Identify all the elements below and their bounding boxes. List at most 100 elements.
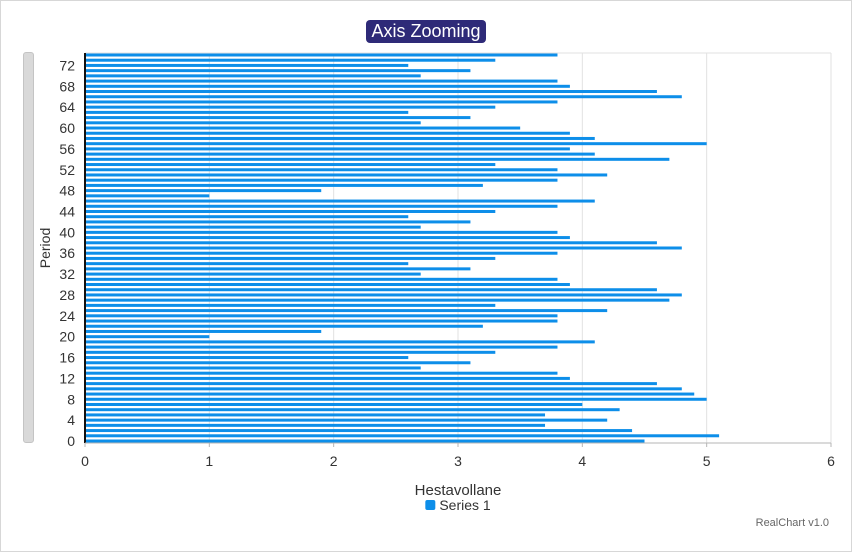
bar[interactable]: [85, 194, 210, 198]
bar[interactable]: [85, 53, 558, 57]
bar[interactable]: [85, 309, 608, 313]
bar[interactable]: [85, 434, 720, 438]
y-tick-label: 72: [59, 57, 75, 73]
bar[interactable]: [85, 408, 620, 412]
bar[interactable]: [85, 324, 483, 328]
bar[interactable]: [85, 183, 483, 187]
bar[interactable]: [85, 288, 657, 292]
bar[interactable]: [85, 413, 546, 417]
bar[interactable]: [85, 293, 682, 297]
y-tick-label: 4: [67, 412, 75, 428]
bar[interactable]: [85, 178, 558, 182]
bar[interactable]: [85, 402, 583, 406]
bar[interactable]: [85, 204, 558, 208]
bar[interactable]: [85, 366, 421, 370]
bar[interactable]: [85, 392, 695, 396]
bar[interactable]: [85, 303, 496, 307]
bar[interactable]: [85, 423, 546, 427]
bar[interactable]: [85, 79, 558, 83]
bar[interactable]: [85, 236, 570, 240]
bar[interactable]: [85, 116, 471, 120]
bar[interactable]: [85, 262, 409, 266]
bar[interactable]: [85, 387, 682, 391]
bar[interactable]: [85, 277, 558, 281]
bar[interactable]: [85, 241, 657, 245]
bar[interactable]: [85, 189, 322, 193]
bar-series: [85, 53, 720, 443]
bar[interactable]: [85, 142, 707, 146]
bar[interactable]: [85, 418, 608, 422]
bar[interactable]: [85, 220, 471, 224]
bar[interactable]: [85, 225, 421, 229]
y-tick-label: 12: [59, 370, 75, 386]
bar[interactable]: [85, 429, 633, 433]
bar[interactable]: [85, 335, 210, 339]
y-tick-label: 56: [59, 141, 75, 157]
legend-swatch: [425, 500, 436, 510]
bar[interactable]: [85, 345, 558, 349]
bar[interactable]: [85, 251, 558, 255]
bar[interactable]: [85, 157, 670, 161]
bar[interactable]: [85, 163, 496, 167]
bar[interactable]: [85, 90, 657, 94]
bar[interactable]: [85, 131, 570, 135]
bar[interactable]: [85, 199, 595, 203]
bar[interactable]: [85, 319, 558, 323]
bar[interactable]: [85, 356, 409, 360]
chart-title-wrap: Axis Zooming: [0, 20, 852, 43]
bar[interactable]: [85, 121, 421, 125]
bar[interactable]: [85, 256, 496, 260]
bar[interactable]: [85, 74, 421, 78]
bar[interactable]: [85, 100, 558, 104]
bar[interactable]: [85, 361, 471, 365]
bar[interactable]: [85, 58, 496, 62]
x-tick-label: 3: [454, 453, 462, 469]
bar[interactable]: [85, 298, 670, 302]
bar[interactable]: [85, 173, 608, 177]
bar[interactable]: [85, 397, 707, 401]
axes: [84, 53, 832, 447]
bar[interactable]: [85, 314, 558, 318]
y-tick-label: 64: [59, 99, 75, 115]
y-axis-zoom-scrollbar[interactable]: [23, 52, 34, 443]
bar[interactable]: [85, 168, 558, 172]
bar[interactable]: [85, 84, 570, 88]
credit-text: RealChart v1.0: [755, 517, 829, 529]
legend[interactable]: Series 1: [425, 497, 491, 513]
bar[interactable]: [85, 371, 558, 375]
y-tick-label: 48: [59, 183, 75, 199]
y-tick-label: 8: [67, 391, 75, 407]
y-tick-label: 16: [59, 350, 75, 366]
x-tick-label: 4: [578, 453, 586, 469]
bar[interactable]: [85, 136, 595, 140]
bar[interactable]: [85, 439, 645, 443]
bar[interactable]: [85, 329, 322, 333]
bar[interactable]: [85, 209, 496, 213]
bar[interactable]: [85, 376, 570, 380]
x-axis-title: Hestavollane: [414, 482, 502, 499]
y-tick-label: 68: [59, 78, 75, 94]
bar[interactable]: [85, 340, 595, 344]
bar[interactable]: [85, 230, 558, 234]
bar[interactable]: [85, 152, 595, 156]
bar[interactable]: [85, 350, 496, 354]
bar[interactable]: [85, 283, 570, 287]
bar[interactable]: [85, 382, 657, 386]
bar[interactable]: [85, 272, 421, 276]
y-tick-label: 52: [59, 162, 75, 178]
y-tick-label: 0: [67, 433, 75, 449]
bar[interactable]: [85, 215, 409, 219]
bar[interactable]: [85, 95, 682, 99]
bar[interactable]: [85, 126, 521, 130]
bar[interactable]: [85, 246, 682, 250]
bar[interactable]: [85, 69, 471, 73]
y-tick-label: 36: [59, 245, 75, 261]
x-tick-label: 6: [827, 453, 835, 469]
y-tick-label: 40: [59, 224, 75, 240]
bar[interactable]: [85, 63, 409, 67]
bar[interactable]: [85, 267, 471, 271]
bar[interactable]: [85, 105, 496, 109]
bar[interactable]: [85, 110, 409, 114]
bar[interactable]: [85, 147, 570, 151]
